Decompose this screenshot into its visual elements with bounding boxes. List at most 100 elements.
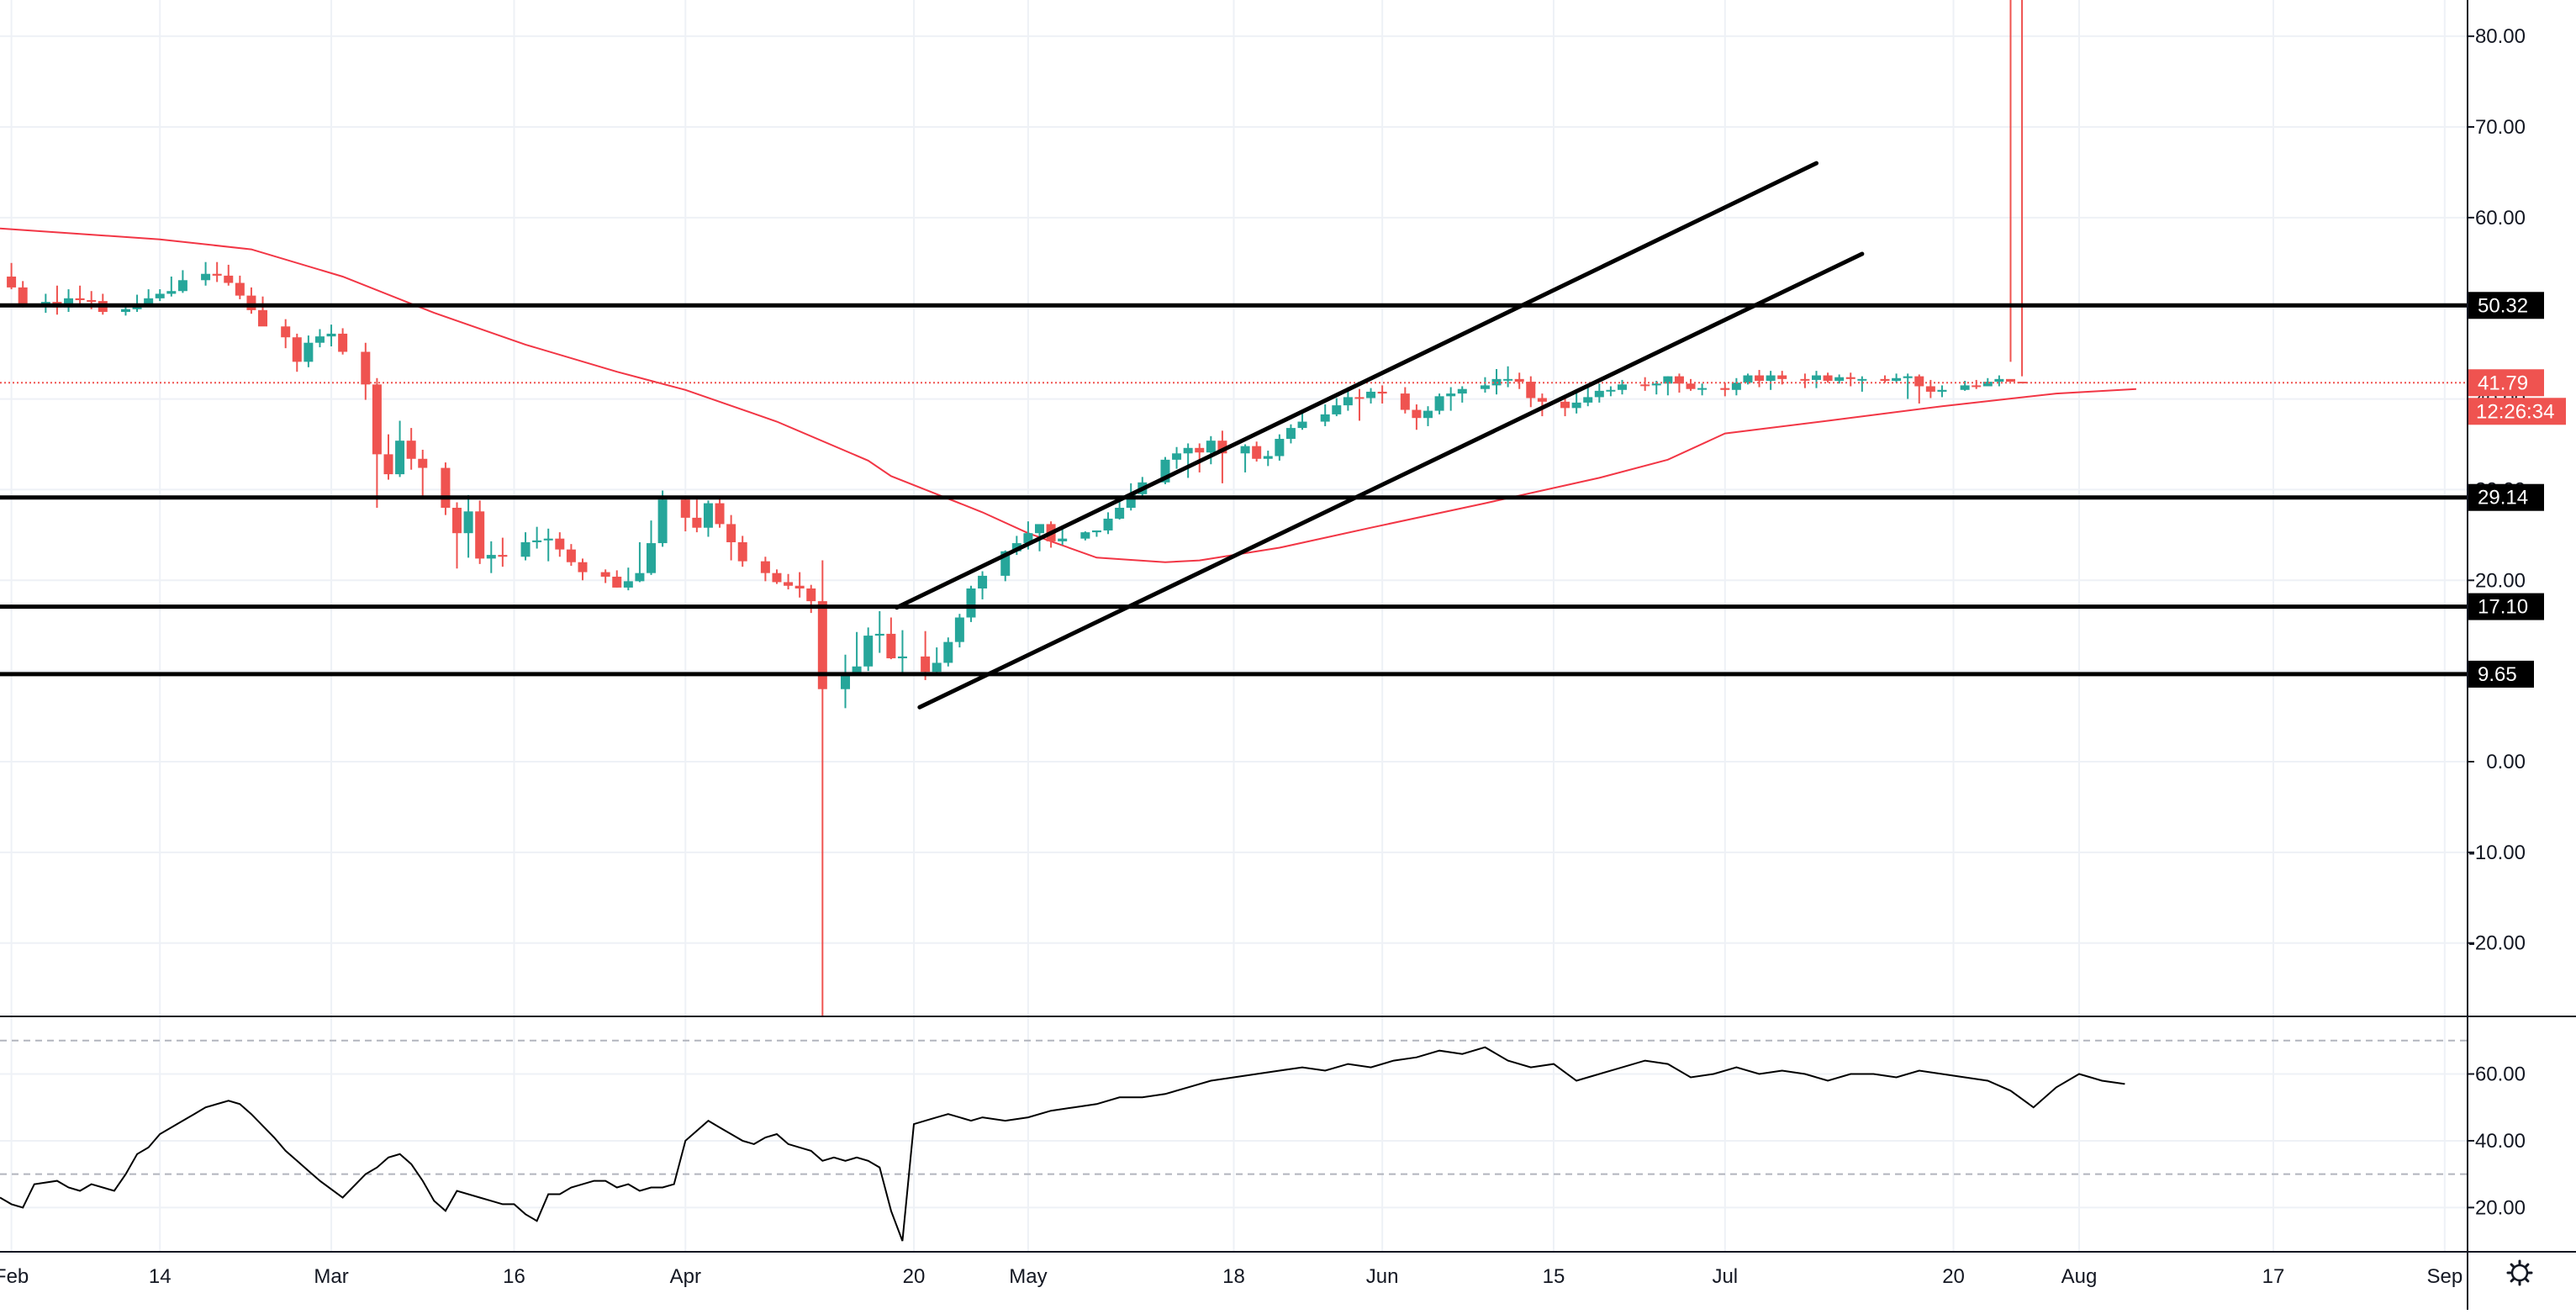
candle[interactable] [224,264,234,286]
candle[interactable] [1697,383,1708,396]
candle[interactable] [943,637,953,667]
candle[interactable] [212,261,222,282]
candle[interactable] [395,420,405,478]
candle[interactable] [1903,373,1913,399]
candle[interactable] [326,325,336,347]
candle[interactable] [703,500,713,537]
candle[interactable] [166,276,177,297]
candle[interactable] [1845,372,1855,387]
candle[interactable] [874,610,884,653]
candle[interactable] [361,342,371,400]
candle[interactable] [772,569,782,584]
candle[interactable] [1857,376,1867,392]
candle[interactable] [532,526,542,549]
candle[interactable] [1480,377,1490,393]
candle[interactable] [1080,531,1090,541]
candle[interactable] [1423,406,1433,426]
candle[interactable] [1263,451,1273,467]
candle[interactable] [1743,373,1753,385]
candle[interactable] [52,285,62,315]
candle[interactable] [520,532,531,561]
candle[interactable] [543,528,553,562]
candle[interactable] [1400,387,1410,414]
candle[interactable] [1354,388,1365,421]
candle[interactable] [304,335,314,367]
candle[interactable] [155,289,165,302]
candle[interactable] [1720,383,1730,397]
candle[interactable] [1686,378,1696,391]
candle[interactable] [897,630,907,674]
candle[interactable] [1503,366,1513,388]
candle[interactable] [1091,530,1101,537]
oscillator-line[interactable] [0,1046,2125,1242]
candle[interactable] [612,570,622,588]
candle[interactable] [441,462,451,515]
candle[interactable] [726,515,736,561]
candle[interactable] [1880,375,1890,383]
oscillator-pane[interactable] [0,1039,2468,1242]
candle[interactable] [692,499,702,533]
candle[interactable] [1332,398,1342,417]
candle[interactable] [292,333,302,372]
candle[interactable] [1982,377,1993,387]
candle[interactable] [1446,387,1456,411]
candle[interactable] [1960,381,1970,391]
candle[interactable] [1674,373,1684,393]
candle[interactable] [1834,374,1845,384]
candle[interactable] [1640,377,1650,391]
candle[interactable] [760,557,770,582]
candle[interactable] [715,498,725,528]
candle[interactable] [921,631,931,680]
candle[interactable] [418,449,428,499]
candle[interactable] [1103,512,1113,535]
candle[interactable] [1800,373,1810,388]
candle[interactable] [246,287,256,314]
candle[interactable] [1412,404,1422,430]
candle[interactable] [737,536,747,567]
settings-gear-icon[interactable] [2506,1259,2533,1286]
trend-line[interactable] [917,251,1865,710]
candle[interactable] [1240,444,1250,472]
candle[interactable] [452,502,462,569]
candle[interactable] [314,329,325,348]
candles-layer[interactable] [7,0,2136,1016]
candle[interactable] [1285,424,1296,444]
trend-line[interactable] [895,161,1819,610]
candle[interactable] [794,572,805,598]
candle[interactable] [863,627,874,672]
candle[interactable] [1731,377,1741,396]
candle[interactable] [647,520,657,575]
candle[interactable] [1491,368,1502,395]
candle[interactable] [623,567,633,591]
horizontal-lines-layer[interactable] [0,303,2468,677]
candle[interactable] [1206,435,1216,465]
candle[interactable] [1755,370,1765,388]
candle[interactable] [338,328,348,355]
candle[interactable] [1058,526,1068,546]
candle[interactable] [1972,379,1982,389]
candle[interactable] [1571,389,1581,414]
candle[interactable] [1457,386,1467,403]
candle[interactable] [978,571,988,599]
moving-average-line[interactable] [0,227,2136,563]
candle[interactable] [784,573,794,590]
candle[interactable] [2017,0,2027,384]
candle[interactable] [680,497,690,532]
candle[interactable] [2005,0,2015,383]
candle[interactable] [281,319,291,349]
candle[interactable] [235,275,245,299]
candle[interactable] [1217,430,1227,483]
candle[interactable] [258,296,268,327]
candle[interactable] [177,270,187,293]
candle[interactable] [18,281,28,308]
candle[interactable] [1252,441,1262,462]
candle[interactable] [64,289,74,313]
candle[interactable] [1617,379,1627,395]
candle[interactable] [1115,499,1125,520]
candle[interactable] [463,494,473,558]
candle[interactable] [1560,396,1570,417]
candle[interactable] [498,537,508,567]
candle[interactable] [1606,386,1616,397]
candle[interactable] [1663,376,1673,396]
